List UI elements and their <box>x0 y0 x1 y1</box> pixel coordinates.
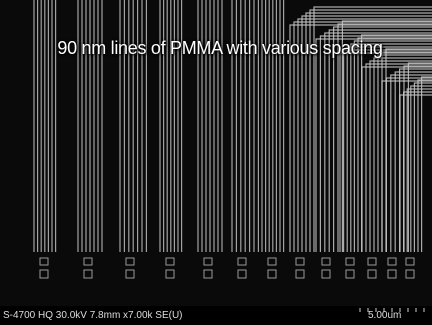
group-label <box>84 258 92 265</box>
group-label <box>406 258 414 265</box>
group-label <box>166 270 174 278</box>
group-label <box>40 258 48 265</box>
resist-line <box>386 78 432 252</box>
group-label <box>296 258 304 265</box>
group-label <box>238 258 246 265</box>
group-label <box>388 258 396 265</box>
group-label <box>204 258 212 265</box>
resist-line <box>414 83 432 252</box>
group-label <box>84 270 92 278</box>
group-label <box>368 258 376 265</box>
group-label <box>346 258 354 265</box>
group-label <box>40 270 48 278</box>
group-label <box>238 270 246 278</box>
group-label <box>406 270 414 278</box>
group-label <box>268 270 276 278</box>
group-label <box>322 270 330 278</box>
group-label <box>368 270 376 278</box>
resist-line <box>418 80 432 252</box>
group-label <box>388 270 396 278</box>
resist-line <box>408 63 432 252</box>
resist-line <box>422 77 432 252</box>
group-label <box>296 270 304 278</box>
info-bar: S-4700 HQ 30.0kV 7.8mm x7.00k SE(U) 5.00… <box>0 306 432 325</box>
group-label <box>126 270 134 278</box>
resist-line <box>370 61 432 252</box>
group-label <box>268 258 276 265</box>
group-label <box>166 258 174 265</box>
group-label <box>346 270 354 278</box>
group-label <box>322 258 330 265</box>
group-label <box>204 270 212 278</box>
group-label <box>126 258 134 265</box>
resist-line <box>400 95 432 252</box>
sem-image: 90 nm lines of PMMA with various spacing… <box>0 0 432 325</box>
resist-line <box>395 72 432 252</box>
caption: 90 nm lines of PMMA with various spacing <box>50 36 390 60</box>
scale-label: 5.00um <box>368 310 401 321</box>
